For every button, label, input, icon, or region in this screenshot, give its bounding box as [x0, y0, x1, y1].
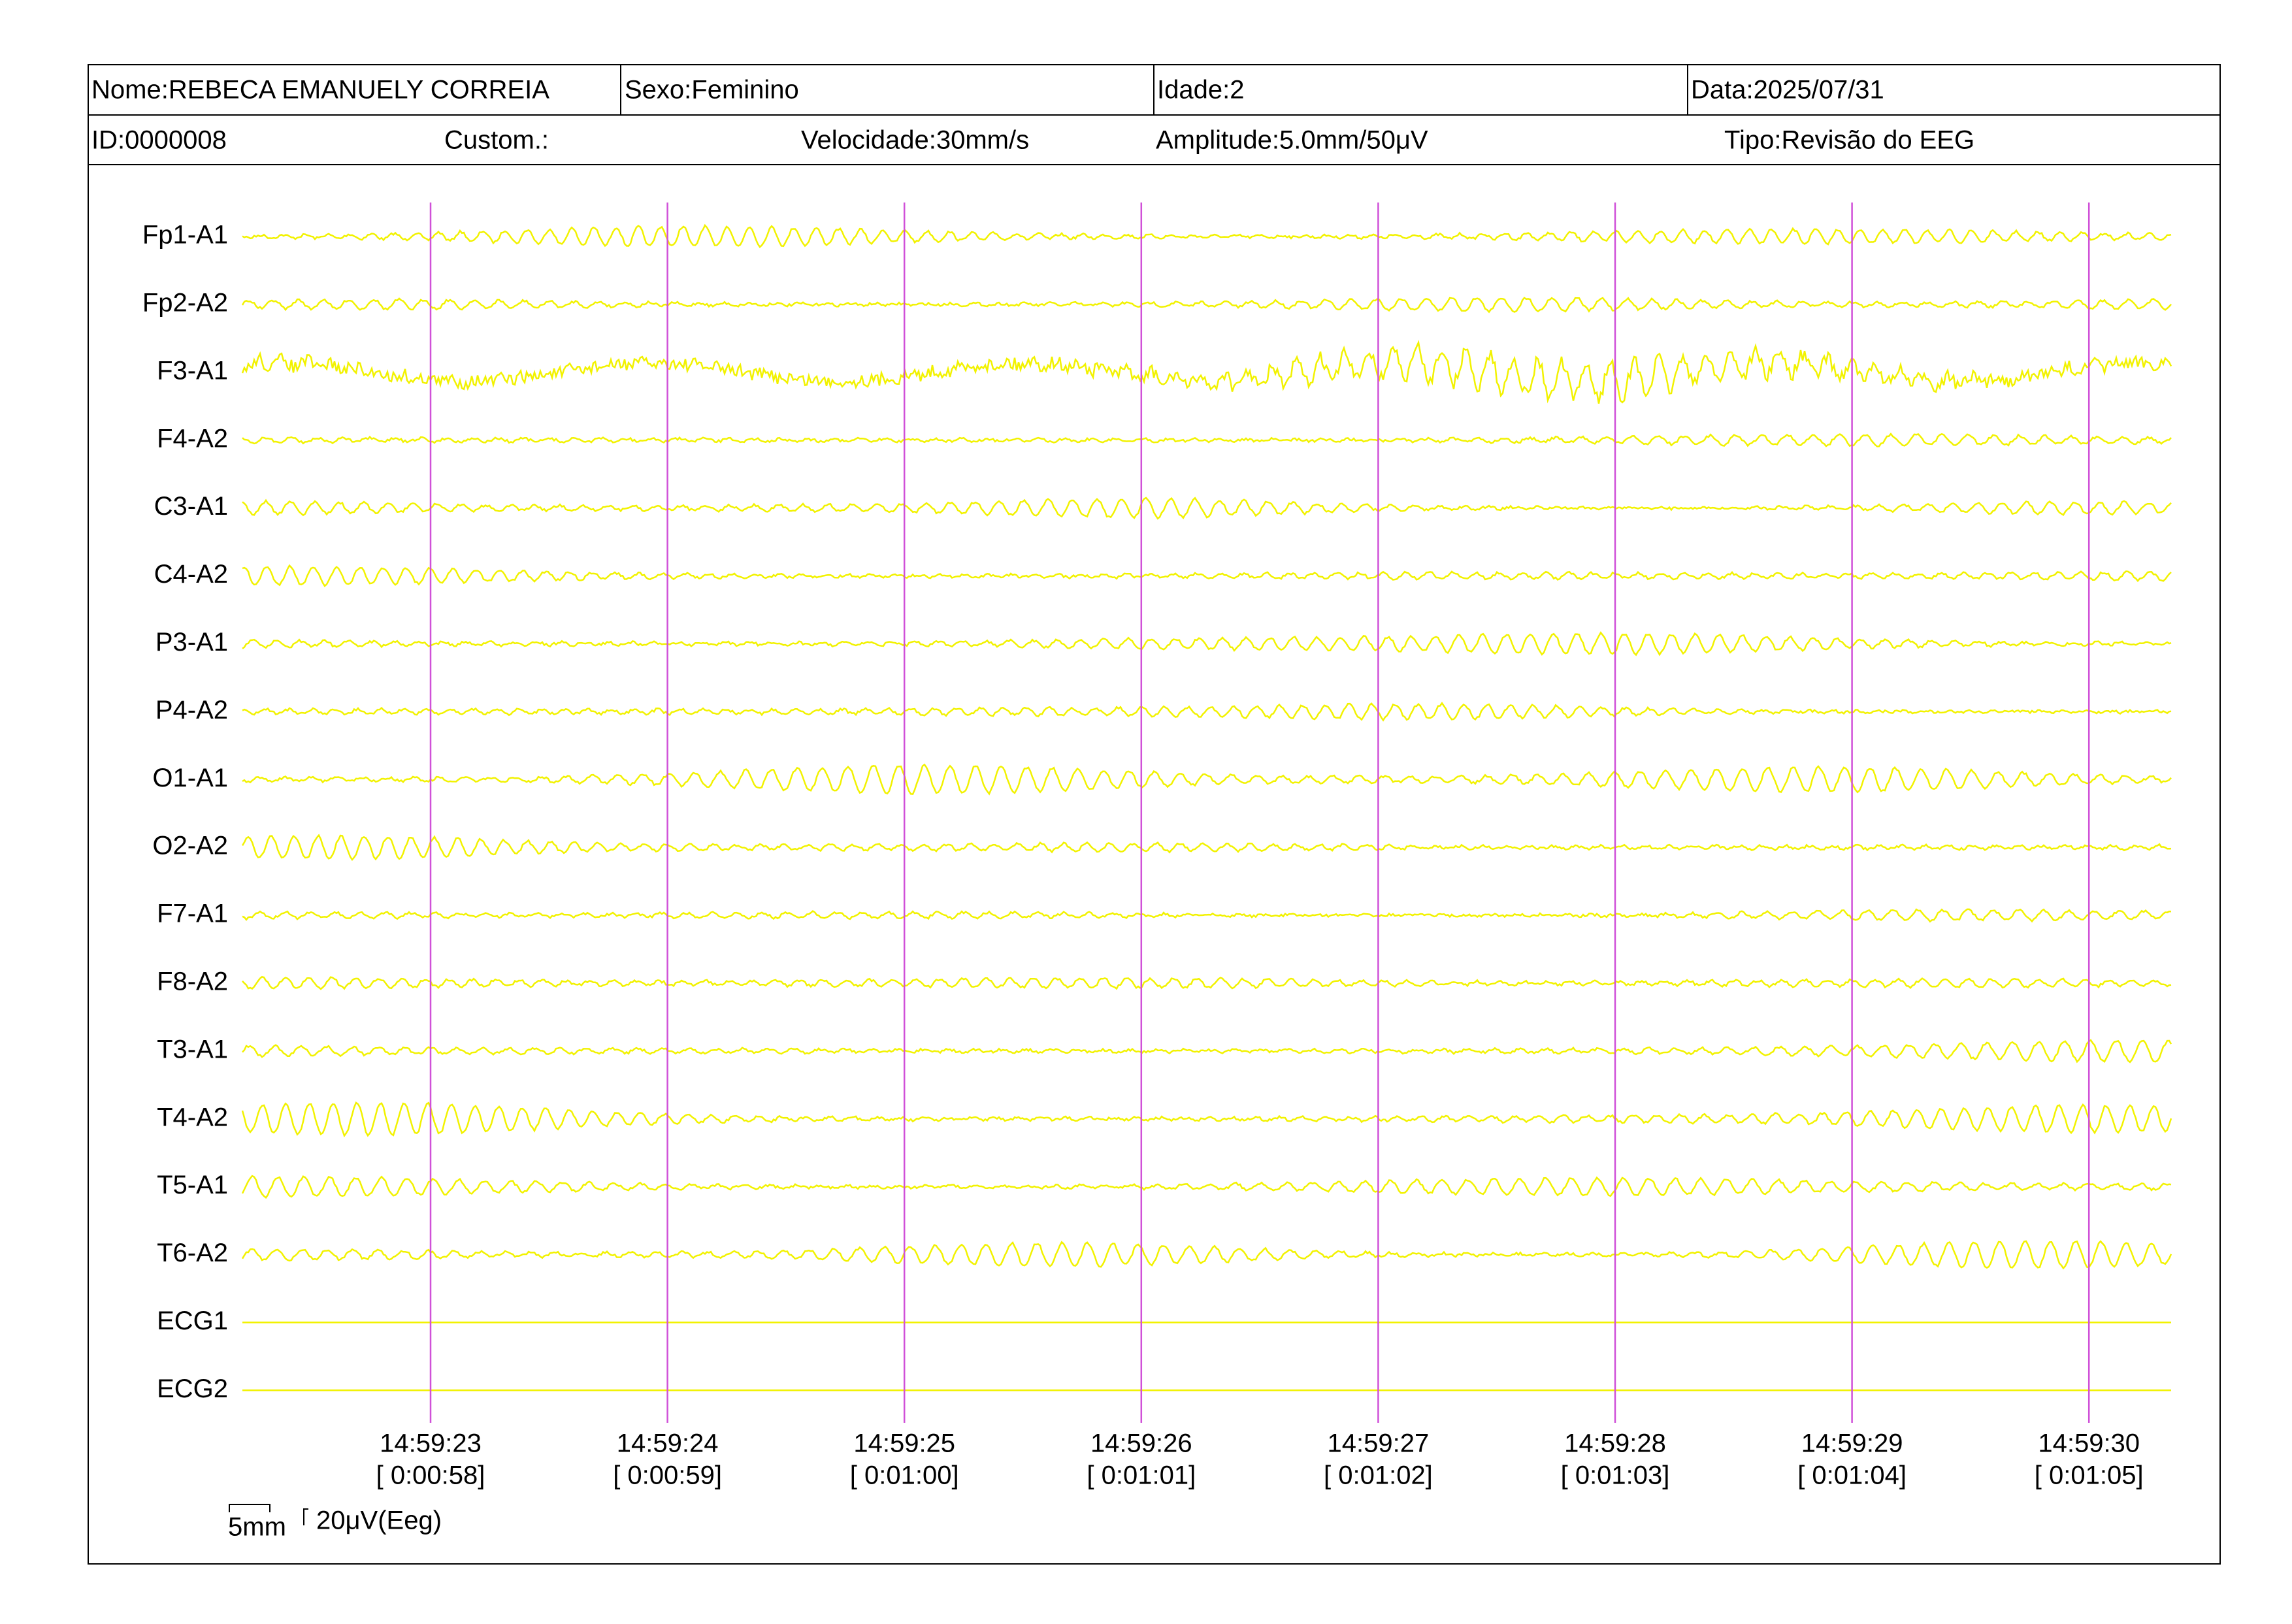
eeg-trace	[242, 975, 2172, 990]
time-scale-label: 5mm	[228, 1513, 286, 1542]
eeg-trace	[242, 631, 2172, 657]
clock-time: 14:59:26	[1090, 1429, 1192, 1458]
eeg-trace	[241, 1240, 2172, 1270]
elapsed-time: [ 0:01:02]	[1324, 1461, 1433, 1490]
eeg-trace	[242, 496, 2172, 520]
channel-label: P3-A1	[156, 628, 228, 657]
channel-label: C3-A1	[154, 492, 228, 521]
patient-name: Nome:REBECA EMANUELY CORREIA	[91, 76, 549, 105]
eeg-trace	[242, 702, 2172, 722]
channel-label: P4-A2	[156, 696, 228, 724]
eeg-trace	[241, 1175, 2172, 1199]
eeg-trace	[241, 297, 2172, 314]
channel-label: O1-A1	[152, 764, 228, 792]
review-type: Tipo:Revisão do EEG	[1724, 126, 1974, 155]
eeg-trace	[242, 908, 2172, 923]
custom-field: Custom.:	[444, 126, 549, 155]
elapsed-time: [ 0:01:03]	[1561, 1461, 1670, 1490]
clock-time: 14:59:27	[1328, 1429, 1430, 1458]
channel-label: T6-A2	[157, 1239, 228, 1267]
clock-time: 14:59:25	[853, 1429, 955, 1458]
channel-label: T3-A1	[157, 1035, 228, 1064]
elapsed-time: [ 0:01:05]	[2035, 1461, 2144, 1490]
elapsed-time: [ 0:00:58]	[376, 1461, 485, 1490]
patient-age: Idade:2	[1157, 76, 1244, 105]
elapsed-time: [ 0:01:01]	[1087, 1461, 1196, 1490]
amplitude-scale-bar	[303, 1508, 308, 1525]
eeg-trace	[242, 223, 2172, 248]
eeg-trace	[242, 1039, 2172, 1064]
channel-label: O2-A2	[152, 832, 228, 860]
channel-label: F4-A2	[157, 424, 228, 453]
elapsed-time: [ 0:00:59]	[613, 1461, 722, 1490]
time-markers: 14:59:23 [ 0:00:58] 14:59:24 [ 0:00:59] 14:5…	[376, 203, 2144, 1490]
frame	[88, 64, 2221, 1565]
eeg-trace	[241, 834, 2172, 861]
channel-label: F3-A1	[157, 356, 228, 385]
amplitude-scale-label: 20μV(Eeg)	[316, 1506, 442, 1535]
time-scale-bar	[229, 1504, 270, 1512]
channel-label: F8-A2	[157, 967, 228, 996]
clock-time: 14:59:28	[1564, 1429, 1666, 1458]
channel-label: Fp2-A2	[142, 288, 228, 317]
patient-id: ID:0000008	[91, 126, 227, 155]
elapsed-time: [ 0:01:00]	[850, 1461, 959, 1490]
eeg-trace	[242, 564, 2172, 588]
eeg-trace	[241, 340, 2172, 404]
clock-time: 14:59:29	[1801, 1429, 1903, 1458]
eeg-trace	[242, 432, 2172, 447]
channel-label: F7-A1	[157, 900, 228, 928]
channel-label: ECG2	[157, 1374, 228, 1403]
eeg-trace	[242, 763, 2172, 796]
clock-time: 14:59:23	[380, 1429, 482, 1458]
clock-time: 14:59:30	[2038, 1429, 2140, 1458]
elapsed-time: [ 0:01:04]	[1797, 1461, 1907, 1490]
patient-sex: Sexo:Feminino	[625, 76, 799, 105]
speed: Velocidade:30mm/s	[801, 126, 1029, 155]
channel-label: T5-A1	[157, 1171, 228, 1199]
channel-label: Fp1-A1	[142, 221, 228, 250]
clock-time: 14:59:24	[617, 1429, 719, 1458]
exam-date: Data:2025/07/31	[1691, 76, 1884, 105]
amplitude: Amplitude:5.0mm/50μV	[1156, 126, 1428, 155]
channel-label: ECG1	[157, 1307, 228, 1335]
channel-label: T4-A2	[157, 1103, 228, 1131]
eeg-trace	[241, 1101, 2172, 1138]
traces: Fp1-A1 Fp2-A2 F3-A1 F4-A2 C3-A1 C4-A2 P3-A1 P4-…	[142, 221, 2172, 1403]
channel-label: C4-A2	[154, 560, 228, 589]
